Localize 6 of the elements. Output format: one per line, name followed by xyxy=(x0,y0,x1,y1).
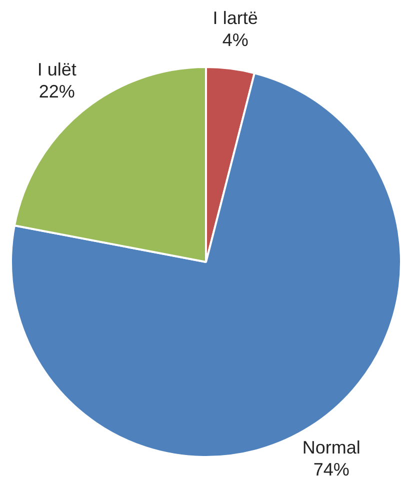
slice-label: I ulët xyxy=(37,60,76,80)
data-label: 4% xyxy=(222,30,248,50)
slice-label: Normal xyxy=(302,438,360,458)
data-label: 22% xyxy=(38,82,75,102)
slice-label: I lartë xyxy=(212,8,258,28)
data-label: 74% xyxy=(313,460,350,480)
